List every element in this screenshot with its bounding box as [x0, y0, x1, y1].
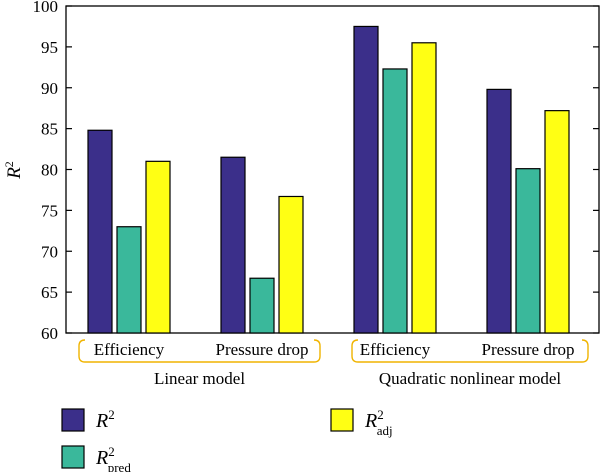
group-bracket — [351, 339, 589, 363]
axes: 60 65 70 75 80 85 90 95 100 R2 — [2, 0, 600, 343]
y-axis-label: R2 — [2, 161, 25, 180]
legend-swatch — [61, 408, 85, 432]
y-tick-label: 90 — [41, 79, 58, 98]
category-label: Efficiency — [94, 340, 165, 359]
bar — [278, 195, 304, 334]
bar — [382, 68, 408, 334]
category-labels: Efficiency Pressure drop Efficiency Pressur… — [78, 339, 589, 388]
legend: R2 R2 pred R2 adj — [61, 407, 393, 472]
bars — [87, 25, 570, 334]
category-label: Pressure drop — [215, 340, 308, 359]
bar — [116, 226, 142, 334]
y-tick-label: 75 — [41, 201, 58, 220]
legend-entry: R2 pred — [95, 444, 131, 472]
y-tick-label: 60 — [41, 324, 58, 343]
legend-swatch — [330, 408, 354, 432]
group-label: Linear model — [154, 369, 245, 388]
y-tick-label: 80 — [41, 161, 58, 180]
y-tick-label: 100 — [33, 0, 59, 16]
legend-entry: R2 adj — [364, 407, 393, 438]
y-tick-label: 85 — [41, 120, 58, 139]
y-tick-label: 65 — [41, 283, 58, 302]
category-label: Efficiency — [360, 340, 431, 359]
bar — [486, 88, 512, 334]
bar — [353, 25, 379, 334]
bar — [544, 110, 570, 334]
bar — [87, 129, 113, 334]
bar — [145, 160, 171, 334]
group-bracket — [78, 339, 321, 363]
bar — [249, 277, 275, 334]
y-tick-label: 95 — [41, 38, 58, 57]
bar — [515, 168, 541, 334]
y-tick-label: 70 — [41, 242, 58, 261]
bar — [220, 156, 246, 334]
legend-entry: R2 — [95, 407, 115, 432]
bar — [411, 42, 437, 334]
category-label: Pressure drop — [481, 340, 574, 359]
group-label: Quadratic nonlinear model — [379, 369, 561, 388]
legend-swatch — [61, 445, 85, 469]
